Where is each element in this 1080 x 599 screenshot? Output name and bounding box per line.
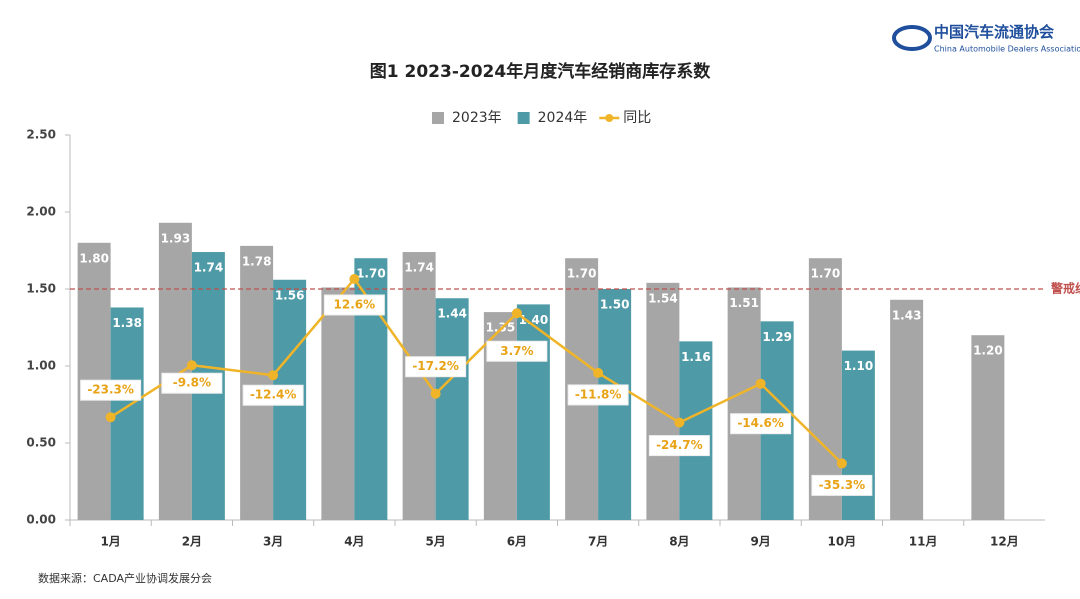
label-box [161,372,223,394]
bar [516,304,550,520]
x-tick-label: 9月 [750,535,770,549]
bar-label: 1.78 [242,254,272,268]
label-box [811,474,873,496]
label-box [567,384,629,406]
label-box [405,356,467,378]
line-label: 12.6% [334,297,376,311]
source-note: 数据来源：CADA产业协调发展分会 [38,571,212,585]
logo-name: 中国汽车流通协会 [934,23,1054,41]
line-point [268,370,279,381]
x-tick-label: 7月 [588,535,608,549]
bar-label: 1.80 [79,251,109,265]
line-label: -35.3% [819,478,866,492]
bar-label: 1.10 [844,359,874,373]
bar [646,282,680,520]
legend-swatch [517,112,530,124]
line-point [105,412,116,423]
label-box [80,379,142,401]
line-point [593,367,604,378]
bar [321,287,355,520]
line-label: -11.8% [575,387,622,401]
legend-label: 2023年 [452,110,502,126]
line-point [430,388,441,399]
bar-label: 1.70 [356,267,386,281]
bar-label: 1.29 [762,330,792,344]
logo-icon [892,25,932,51]
x-tick-label: 8月 [669,535,689,549]
line-label: -24.7% [656,438,703,452]
x-tick-label: 12月 [990,535,1019,549]
legend-label: 2024年 [538,110,588,126]
label-box [648,435,710,457]
logo: 中国汽车流通协会 China Automobile Dealers Associ… [892,23,1080,54]
bar-label: 1.74 [194,261,224,275]
reference-label: 警戒线 [1050,281,1080,296]
x-tick-label: 11月 [909,535,938,549]
line-point [674,417,685,428]
bar-label: 1.54 [648,291,678,305]
bar-label: 1.56 [275,288,305,302]
line-point [755,378,766,389]
bar-label: 1.70 [567,267,597,281]
bar-label: 1.44 [437,307,467,321]
y-tick-label: 0.00 [26,513,56,527]
line-label: -17.2% [412,359,459,373]
bar-label: 1.38 [112,316,142,330]
chart-title: 图1 2023-2024年月度汽车经销商库存系数 [370,61,711,82]
bar-label: 1.74 [404,261,434,275]
label-box [730,413,792,435]
bar-label: 1.35 [486,321,516,335]
bar-label: 1.70 [811,267,841,281]
line-label: -9.8% [173,376,211,390]
line-label: -12.4% [250,388,297,402]
bar [727,287,761,520]
x-tick-label: 4月 [344,535,364,549]
bar-label: 1.50 [600,298,630,312]
line-point [836,458,847,469]
logo-subtitle: China Automobile Dealers Association [934,45,1080,54]
bar-label: 1.51 [729,296,759,310]
bar-label: 1.16 [681,350,711,364]
bar-label: 1.43 [892,308,922,322]
x-tick-label: 6月 [507,535,527,549]
label-box [486,340,548,362]
bar-label: 1.93 [161,231,191,245]
x-tick-label: 10月 [828,535,857,549]
label-box [323,294,385,316]
legend-label: 同比 [623,110,651,126]
x-tick-label: 2月 [182,535,202,549]
bar [679,341,713,520]
y-tick-label: 2.00 [26,205,56,219]
legend-swatch [605,114,614,122]
line-label: 3.7% [500,344,533,358]
bar [158,222,192,520]
bar [971,335,1005,520]
line-point [511,308,522,319]
line-point [349,273,360,284]
line-label: -23.3% [87,383,134,397]
label-box [242,384,304,406]
x-tick-label: 3月 [263,535,283,549]
legend-swatch [432,112,444,124]
bar-label: 1.40 [519,313,549,327]
x-tick-label: 1月 [100,535,120,549]
y-tick-label: 2.50 [26,128,56,142]
y-tick-label: 0.50 [26,436,56,450]
x-tick-label: 5月 [425,535,445,549]
y-tick-label: 1.50 [26,282,56,296]
bar [240,245,274,520]
line [109,276,843,465]
y-tick-label: 1.00 [26,359,56,373]
bar [435,298,469,520]
line-point [186,360,197,371]
line-label: -14.6% [737,416,784,430]
bar-label: 1.20 [973,344,1003,358]
bar [890,299,924,520]
